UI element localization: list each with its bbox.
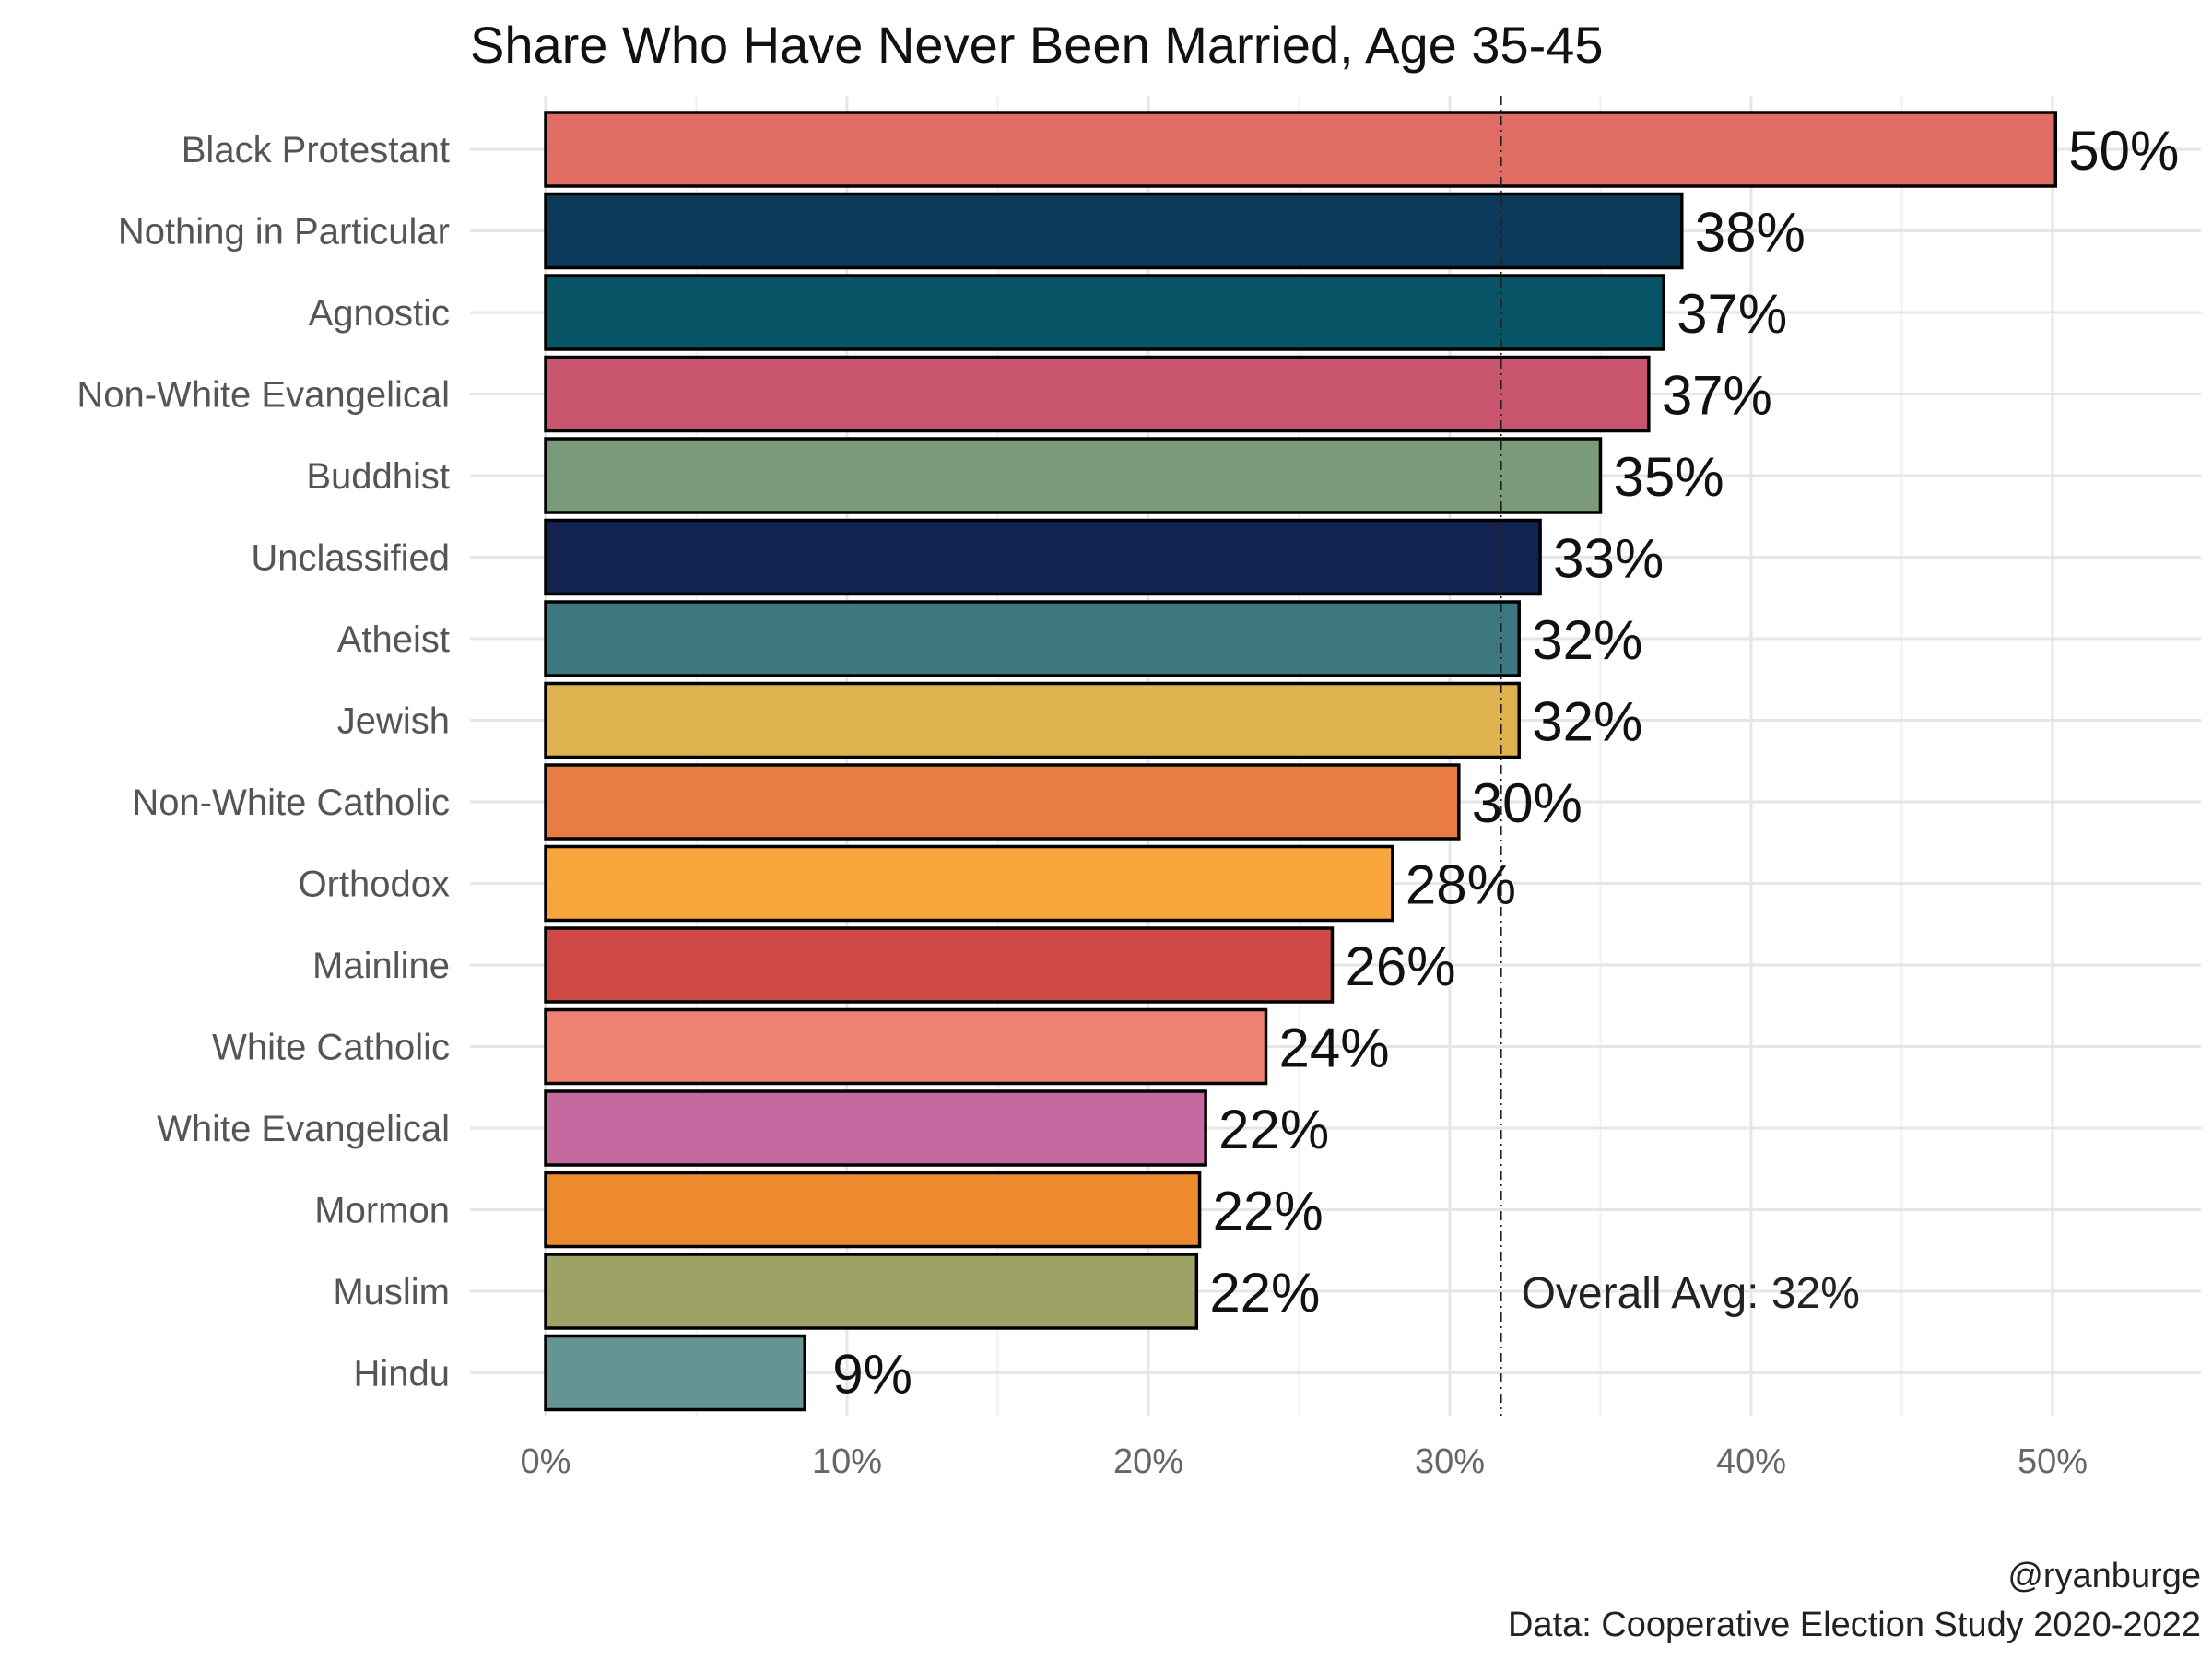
value-label: 26% xyxy=(1345,935,1455,997)
data-source-caption: Data: Cooperative Election Study 2020-20… xyxy=(1508,1606,2201,1644)
category-label: Orthodox xyxy=(298,865,450,905)
category-label: Jewish xyxy=(337,701,450,742)
x-tick-label: 20% xyxy=(1113,1442,1183,1481)
category-label: White Catholic xyxy=(212,1028,450,1068)
category-labels: Black Protestant Nothing in Particular Agn… xyxy=(76,130,450,1394)
value-label: 28% xyxy=(1406,854,1516,916)
value-label: 32% xyxy=(1532,691,1642,753)
value-label: 24% xyxy=(1279,1018,1390,1079)
bar-white-evangelical xyxy=(544,1089,1207,1167)
chart-title: Share Who Have Never Been Married, Age 3… xyxy=(470,16,1604,74)
bar-mormon xyxy=(544,1171,1202,1249)
bar-jewish xyxy=(544,681,1521,759)
average-reference-group: Overall Avg: 32% xyxy=(1500,96,1860,1416)
x-tick-label: 0% xyxy=(521,1442,571,1481)
bar-nothing-in-particular xyxy=(544,192,1684,270)
category-label: Non-White Evangelical xyxy=(76,375,450,416)
x-tick-label: 30% xyxy=(1415,1442,1485,1481)
category-label: Black Protestant xyxy=(182,130,450,171)
category-label: Unclassified xyxy=(251,538,450,579)
value-label: 50% xyxy=(2068,120,2179,182)
value-label: 9% xyxy=(832,1344,912,1406)
category-label: Mormon xyxy=(314,1191,450,1231)
x-tick-label: 50% xyxy=(2018,1442,2088,1481)
category-label: Agnostic xyxy=(309,293,450,334)
bar-orthodox xyxy=(544,844,1394,923)
category-label: Nothing in Particular xyxy=(118,212,450,253)
bar-white-catholic xyxy=(544,1007,1268,1086)
value-label: 22% xyxy=(1218,1099,1329,1160)
category-label: Buddhist xyxy=(306,456,450,497)
bar-non-white-evangelical xyxy=(544,355,1651,433)
bar-agnostic xyxy=(544,274,1665,351)
value-label: 22% xyxy=(1209,1262,1320,1324)
value-label: 30% xyxy=(1472,772,1583,834)
value-label: 37% xyxy=(1662,365,1772,427)
value-label: 22% xyxy=(1213,1181,1324,1242)
bar-mainline xyxy=(544,926,1335,1004)
category-label: White Evangelical xyxy=(157,1109,450,1149)
value-label: 38% xyxy=(1695,202,1806,264)
author-handle: @ryanburge xyxy=(2007,1557,2201,1595)
bar-non-white-catholic xyxy=(544,763,1461,841)
overall-average-label: Overall Avg: 32% xyxy=(1522,1269,1860,1318)
value-label: 32% xyxy=(1532,609,1642,671)
x-tick-label: 10% xyxy=(812,1442,882,1481)
bar-atheist xyxy=(544,600,1521,677)
category-label: Mainline xyxy=(312,946,450,986)
value-label: 37% xyxy=(1677,283,1787,345)
category-label: Muslim xyxy=(333,1272,450,1312)
bar-buddhist xyxy=(544,437,1603,514)
bar-unclassified xyxy=(544,518,1542,596)
bar-hindu xyxy=(544,1334,806,1412)
category-label: Hindu xyxy=(353,1354,450,1394)
x-tick-label: 40% xyxy=(1716,1442,1786,1481)
x-axis-tick-labels: 0% 10% 20% 30% 40% 50% xyxy=(521,1442,2088,1481)
bar-black-protestant xyxy=(544,111,2058,188)
category-label: Atheist xyxy=(337,619,450,660)
bar-muslim xyxy=(544,1253,1199,1330)
value-label: 33% xyxy=(1553,528,1664,590)
value-label: 35% xyxy=(1614,446,1724,508)
bars-group: 50% 38% 37% 37% 35% 33% 32% 32% 30% 28% 26% 24% 22% 2… xyxy=(544,111,2179,1412)
category-label: Non-White Catholic xyxy=(132,782,450,823)
